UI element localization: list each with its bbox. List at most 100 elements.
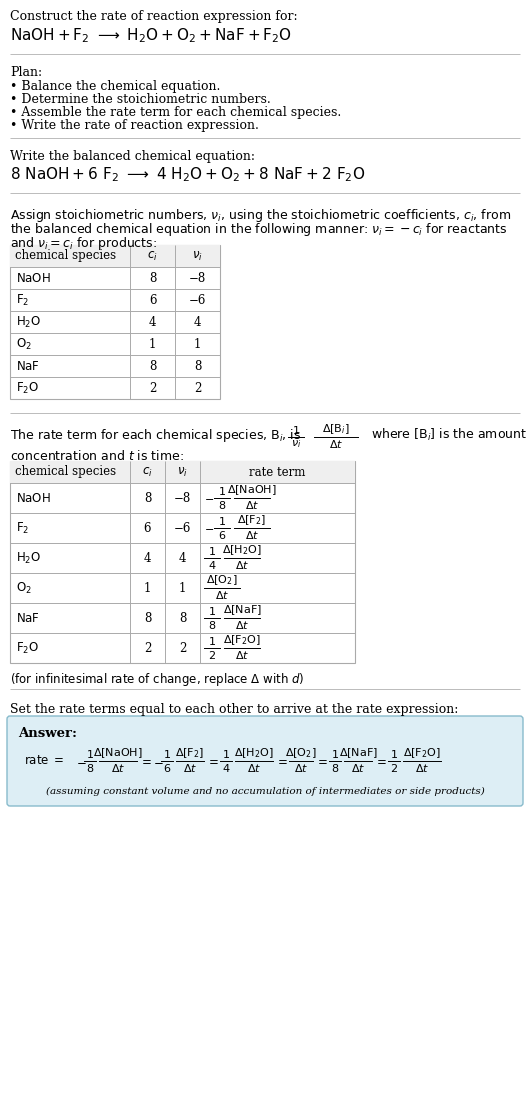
Text: $1$: $1$	[86, 748, 94, 759]
FancyBboxPatch shape	[7, 716, 523, 806]
Text: rate $=$: rate $=$	[24, 755, 65, 767]
Text: $\mathrm{NaOH + F_2 \ \longrightarrow \ H_2O + O_2 + NaF + F_2O}$: $\mathrm{NaOH + F_2 \ \longrightarrow \ …	[10, 26, 292, 44]
Text: $8$: $8$	[208, 619, 216, 631]
Text: $\mathrm{F_2}$: $\mathrm{F_2}$	[16, 292, 29, 308]
Text: 1: 1	[179, 582, 186, 595]
Text: 2: 2	[149, 381, 156, 395]
Text: 8: 8	[149, 271, 156, 285]
Text: (for infinitesimal rate of change, replace $\Delta$ with $d$): (for infinitesimal rate of change, repla…	[10, 671, 304, 688]
Text: the balanced chemical equation in the following manner: $\nu_i = -c_i$ for react: the balanced chemical equation in the fo…	[10, 221, 508, 238]
Text: $\Delta[\mathrm{F_2}]$: $\Delta[\mathrm{F_2}]$	[175, 746, 205, 759]
Text: $2$: $2$	[390, 762, 398, 774]
Text: $\mathrm{H_2O}$: $\mathrm{H_2O}$	[16, 550, 41, 566]
Text: 8: 8	[144, 612, 151, 625]
Text: $1$: $1$	[163, 748, 171, 759]
Text: $c_i$: $c_i$	[147, 249, 158, 262]
Text: $\Delta t$: $\Delta t$	[329, 438, 343, 450]
Text: (assuming constant volume and no accumulation of intermediates or side products): (assuming constant volume and no accumul…	[46, 787, 484, 796]
Text: $1$: $1$	[208, 605, 216, 617]
Text: $8$: $8$	[218, 499, 226, 512]
Text: $\mathrm{NaOH}$: $\mathrm{NaOH}$	[16, 271, 51, 285]
Text: • Determine the stoichiometric numbers.: • Determine the stoichiometric numbers.	[10, 93, 271, 106]
Text: $4$: $4$	[222, 762, 230, 774]
Text: $\mathrm{NaF}$: $\mathrm{NaF}$	[16, 359, 40, 373]
Text: 8: 8	[149, 359, 156, 373]
Text: $=$: $=$	[206, 755, 219, 767]
Text: $6$: $6$	[218, 529, 226, 542]
Text: $\Delta t$: $\Delta t$	[245, 529, 259, 542]
Text: $-$: $-$	[76, 755, 86, 767]
Text: $\Delta t$: $\Delta t$	[235, 649, 249, 661]
Text: • Balance the chemical equation.: • Balance the chemical equation.	[10, 80, 220, 93]
Text: 1: 1	[194, 338, 201, 350]
Text: 4: 4	[179, 552, 186, 565]
Text: Answer:: Answer:	[18, 727, 77, 739]
Text: $1$: $1$	[208, 635, 216, 647]
Text: $\Delta t$: $\Delta t$	[415, 762, 429, 774]
Text: $\Delta[\mathrm{NaOH}]$: $\Delta[\mathrm{NaOH}]$	[227, 484, 277, 497]
Text: $\mathrm{O_2}$: $\mathrm{O_2}$	[16, 337, 32, 351]
Text: −6: −6	[189, 294, 206, 307]
Text: $8$: $8$	[86, 762, 94, 774]
Text: $4$: $4$	[208, 559, 216, 570]
Bar	[10, 245, 220, 399]
Text: $\Delta t$: $\Delta t$	[215, 589, 229, 600]
Text: $\nu_i$: $\nu_i$	[177, 466, 188, 478]
Text: $1$: $1$	[218, 515, 226, 527]
Text: $=$: $=$	[139, 755, 152, 767]
Text: Set the rate terms equal to each other to arrive at the rate expression:: Set the rate terms equal to each other t…	[10, 703, 458, 716]
Text: $\Delta t$: $\Delta t$	[235, 619, 249, 631]
Text: $2$: $2$	[208, 649, 216, 661]
Text: 1: 1	[144, 582, 151, 595]
Text: $\mathrm{NaF}$: $\mathrm{NaF}$	[16, 612, 40, 625]
Text: $\Delta[\mathrm{F_2O}]$: $\Delta[\mathrm{F_2O}]$	[223, 633, 261, 647]
Text: 2: 2	[179, 642, 186, 655]
Text: 8: 8	[179, 612, 186, 625]
Text: $1$: $1$	[292, 424, 300, 436]
Text: $-$: $-$	[153, 755, 164, 767]
Text: $\Delta[\mathrm{NaOH}]$: $\Delta[\mathrm{NaOH}]$	[93, 746, 143, 759]
Text: $1$: $1$	[222, 748, 230, 759]
Text: $\Delta t$: $\Delta t$	[235, 559, 249, 570]
Text: concentration and $t$ is time:: concentration and $t$ is time:	[10, 449, 184, 463]
Text: $\Delta[\mathrm{O_2}]$: $\Delta[\mathrm{O_2}]$	[285, 746, 317, 759]
Text: $-$: $-$	[204, 493, 214, 503]
Text: Assign stoichiometric numbers, $\nu_i$, using the stoichiometric coefficients, $: Assign stoichiometric numbers, $\nu_i$, …	[10, 207, 511, 224]
Text: 8: 8	[144, 492, 151, 505]
Text: $1$: $1$	[390, 748, 398, 759]
Text: 8: 8	[194, 359, 201, 373]
Text: $\Delta t$: $\Delta t$	[245, 499, 259, 512]
Text: $\mathrm{NaOH}$: $\mathrm{NaOH}$	[16, 492, 51, 505]
Text: $=$: $=$	[374, 755, 387, 767]
Text: $\mathrm{F_2}$: $\mathrm{F_2}$	[16, 520, 29, 536]
Text: $\Delta[\mathrm{NaF}]$: $\Delta[\mathrm{NaF}]$	[339, 746, 377, 759]
Text: $\Delta[\mathrm{O_2}]$: $\Delta[\mathrm{O_2}]$	[206, 573, 238, 587]
Text: chemical species: chemical species	[15, 249, 116, 262]
Text: $=$: $=$	[275, 755, 288, 767]
Text: Plan:: Plan:	[10, 66, 42, 79]
Text: 2: 2	[194, 381, 201, 395]
Text: 4: 4	[194, 316, 201, 328]
Text: $\mathrm{8\ NaOH + 6\ F_2 \ \longrightarrow \ 4\ H_2O + O_2 + 8\ NaF + 2\ F_2O}$: $\mathrm{8\ NaOH + 6\ F_2 \ \longrightar…	[10, 165, 365, 183]
Text: $c_i$: $c_i$	[142, 466, 153, 478]
Bar	[10, 245, 220, 267]
Text: chemical species: chemical species	[15, 466, 116, 478]
Text: $\Delta[\mathrm{F_2O}]$: $\Delta[\mathrm{F_2O}]$	[403, 746, 441, 759]
Text: $-$: $-$	[204, 523, 214, 533]
Bar	[10, 461, 355, 483]
Text: 6: 6	[144, 522, 151, 535]
Text: • Assemble the rate term for each chemical species.: • Assemble the rate term for each chemic…	[10, 106, 341, 119]
Text: $\Delta[\mathrm{H_2O}]$: $\Delta[\mathrm{H_2O}]$	[234, 746, 274, 759]
Text: $\mathrm{H_2O}$: $\mathrm{H_2O}$	[16, 315, 41, 329]
Text: $\mathrm{F_2O}$: $\mathrm{F_2O}$	[16, 641, 39, 656]
Text: 4: 4	[149, 316, 156, 328]
Text: and $\nu_i = c_i$ for products:: and $\nu_i = c_i$ for products:	[10, 235, 157, 252]
Text: $\Delta[\mathrm{F_2}]$: $\Delta[\mathrm{F_2}]$	[237, 513, 267, 527]
Text: $1$: $1$	[331, 748, 339, 759]
Text: −8: −8	[189, 271, 206, 285]
Text: Write the balanced chemical equation:: Write the balanced chemical equation:	[10, 150, 255, 163]
Text: rate term: rate term	[249, 466, 306, 478]
Text: $\nu_i$: $\nu_i$	[192, 249, 203, 262]
Text: $8$: $8$	[331, 762, 339, 774]
Text: $\nu_i$: $\nu_i$	[291, 438, 301, 449]
